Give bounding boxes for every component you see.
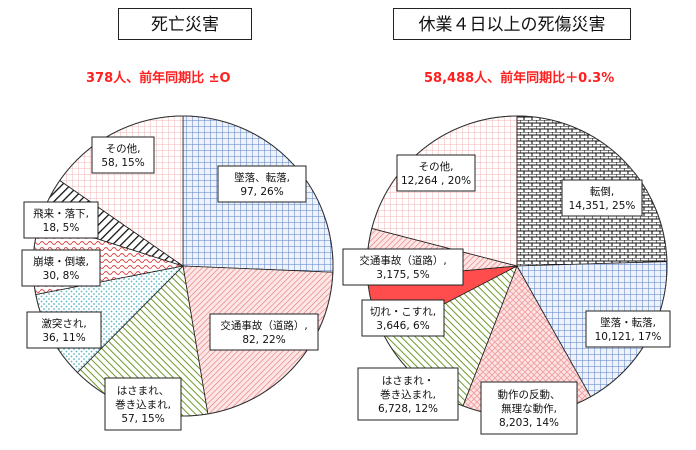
slice-label-text-injury-1-1: 10,121, 17% bbox=[595, 331, 662, 343]
chart-subtitle-fatal: 378人、前年同期比 ±O bbox=[86, 71, 231, 86]
slice-label-text-injury-3-1: 巻き込まれ, bbox=[380, 389, 436, 401]
slice-label-text-fatal-2-1: 巻き込まれ, bbox=[115, 399, 171, 411]
slice-label-box-injury-6 bbox=[396, 154, 476, 192]
slice-label-box-fatal-1 bbox=[209, 313, 319, 351]
slice-label-box-fatal-0 bbox=[217, 165, 307, 203]
slice-label-fatal-1: 交通事故（道路）, 82, 22% bbox=[209, 313, 319, 351]
slice-label-injury-3: はさまれ・巻き込まれ, 6,728, 12% bbox=[357, 367, 459, 421]
slice-label-box-injury-2 bbox=[480, 381, 578, 435]
chart-subtitle-injury: 58,488人、前年同期比＋0.3% bbox=[424, 71, 615, 86]
slice-label-fatal-2: はさまれ、巻き込まれ, 57, 15% bbox=[104, 377, 182, 431]
slice-label-text-injury-0-0: 転倒, bbox=[590, 186, 614, 198]
slice-label-text-fatal-2-2: 57, 15% bbox=[121, 413, 164, 425]
slice-label-text-fatal-2-0: はさまれ、 bbox=[117, 385, 170, 397]
pie-injury: 転倒, 14,351, 25% 墜落・転落, 10,121, 17% 動作の反動、無理な… bbox=[342, 115, 671, 435]
slice-label-text-fatal-0-0: 墜落、転落, bbox=[234, 171, 290, 184]
slice-label-fatal-6: その他, 58, 15% bbox=[91, 136, 155, 174]
slice-label-text-injury-0-1: 14,351, 25% bbox=[569, 200, 636, 212]
slice-label-fatal-5: 飛来・落下, 18, 5% bbox=[23, 201, 99, 239]
slice-label-text-injury-4-0: 切れ・こすれ, bbox=[370, 306, 436, 318]
slice-label-text-fatal-4-0: 崩壊・倒壊, bbox=[33, 255, 89, 268]
slice-label-box-injury-0 bbox=[561, 179, 643, 217]
slice-label-text-fatal-1-1: 82, 22% bbox=[242, 334, 285, 346]
slice-label-text-fatal-5-0: 飛来・落下, bbox=[33, 208, 89, 220]
slice-label-text-injury-5-1: 3,175, 5% bbox=[376, 269, 429, 281]
slice-label-text-injury-6-1: 12,264 , 20% bbox=[401, 175, 471, 187]
slice-label-injury-2: 動作の反動、無理な動作, 8,203, 14% bbox=[480, 381, 578, 435]
slice-label-text-injury-5-0: 交通事故（道路）, bbox=[359, 254, 446, 267]
slice-label-box-fatal-2 bbox=[104, 377, 182, 431]
slice-label-text-injury-3-0: はさまれ・ bbox=[382, 375, 435, 387]
slice-label-box-fatal-6 bbox=[91, 136, 155, 174]
slice-label-text-fatal-4-1: 30, 8% bbox=[43, 270, 80, 282]
slice-label-fatal-0: 墜落、転落, 97, 26% bbox=[217, 165, 307, 203]
slice-label-text-fatal-6-1: 58, 15% bbox=[101, 157, 144, 169]
slice-label-text-fatal-3-0: 激突され, bbox=[41, 317, 86, 330]
slice-label-box-injury-4 bbox=[361, 299, 445, 337]
slice-label-text-fatal-6-0: その他, bbox=[106, 142, 141, 155]
slice-label-injury-1: 墜落・転落, 10,121, 17% bbox=[585, 310, 671, 348]
slice-label-box-fatal-5 bbox=[23, 201, 99, 239]
slice-label-text-fatal-5-1: 18, 5% bbox=[43, 222, 80, 234]
slice-label-text-injury-2-2: 8,203, 14% bbox=[499, 417, 559, 429]
slice-label-box-fatal-4 bbox=[21, 249, 101, 287]
slice-label-text-injury-2-0: 動作の反動、 bbox=[498, 388, 561, 401]
slice-label-text-fatal-1-0: 交通事故（道路）, bbox=[220, 319, 307, 332]
slice-label-fatal-4: 崩壊・倒壊, 30, 8% bbox=[21, 249, 101, 287]
slice-label-box-injury-1 bbox=[585, 310, 671, 348]
slice-label-text-fatal-0-1: 97, 26% bbox=[240, 186, 283, 198]
slice-label-text-injury-1-0: 墜落・転落, bbox=[600, 316, 656, 329]
pie-fatal: 墜落、転落, 97, 26% 交通事故（道路）, 82, 22% はさまれ、巻き込まれ,… bbox=[21, 115, 334, 431]
slice-label-injury-6: その他, 12,264 , 20% bbox=[396, 154, 476, 192]
slice-label-box-injury-5 bbox=[342, 248, 464, 286]
slice-label-fatal-3: 激突され, 36, 11% bbox=[26, 311, 102, 349]
slice-label-text-injury-2-1: 無理な動作, bbox=[501, 402, 557, 415]
slice-label-text-injury-4-1: 3,646, 6% bbox=[376, 320, 429, 332]
chart-title-fatal: 死亡災害 bbox=[118, 8, 252, 40]
chart-title-injury: 休業４日以上の死傷災害 bbox=[393, 8, 631, 40]
slice-label-injury-0: 転倒, 14,351, 25% bbox=[561, 179, 643, 217]
slice-label-injury-4: 切れ・こすれ, 3,646, 6% bbox=[361, 299, 445, 337]
slice-label-box-fatal-3 bbox=[26, 311, 102, 349]
slice-label-text-injury-3-2: 6,728, 12% bbox=[378, 403, 438, 415]
slice-label-text-injury-6-0: その他, bbox=[419, 160, 454, 173]
slice-label-box-injury-3 bbox=[357, 367, 459, 421]
slice-label-text-fatal-3-1: 36, 11% bbox=[42, 332, 85, 344]
slice-label-injury-5: 交通事故（道路）, 3,175, 5% bbox=[342, 248, 464, 286]
